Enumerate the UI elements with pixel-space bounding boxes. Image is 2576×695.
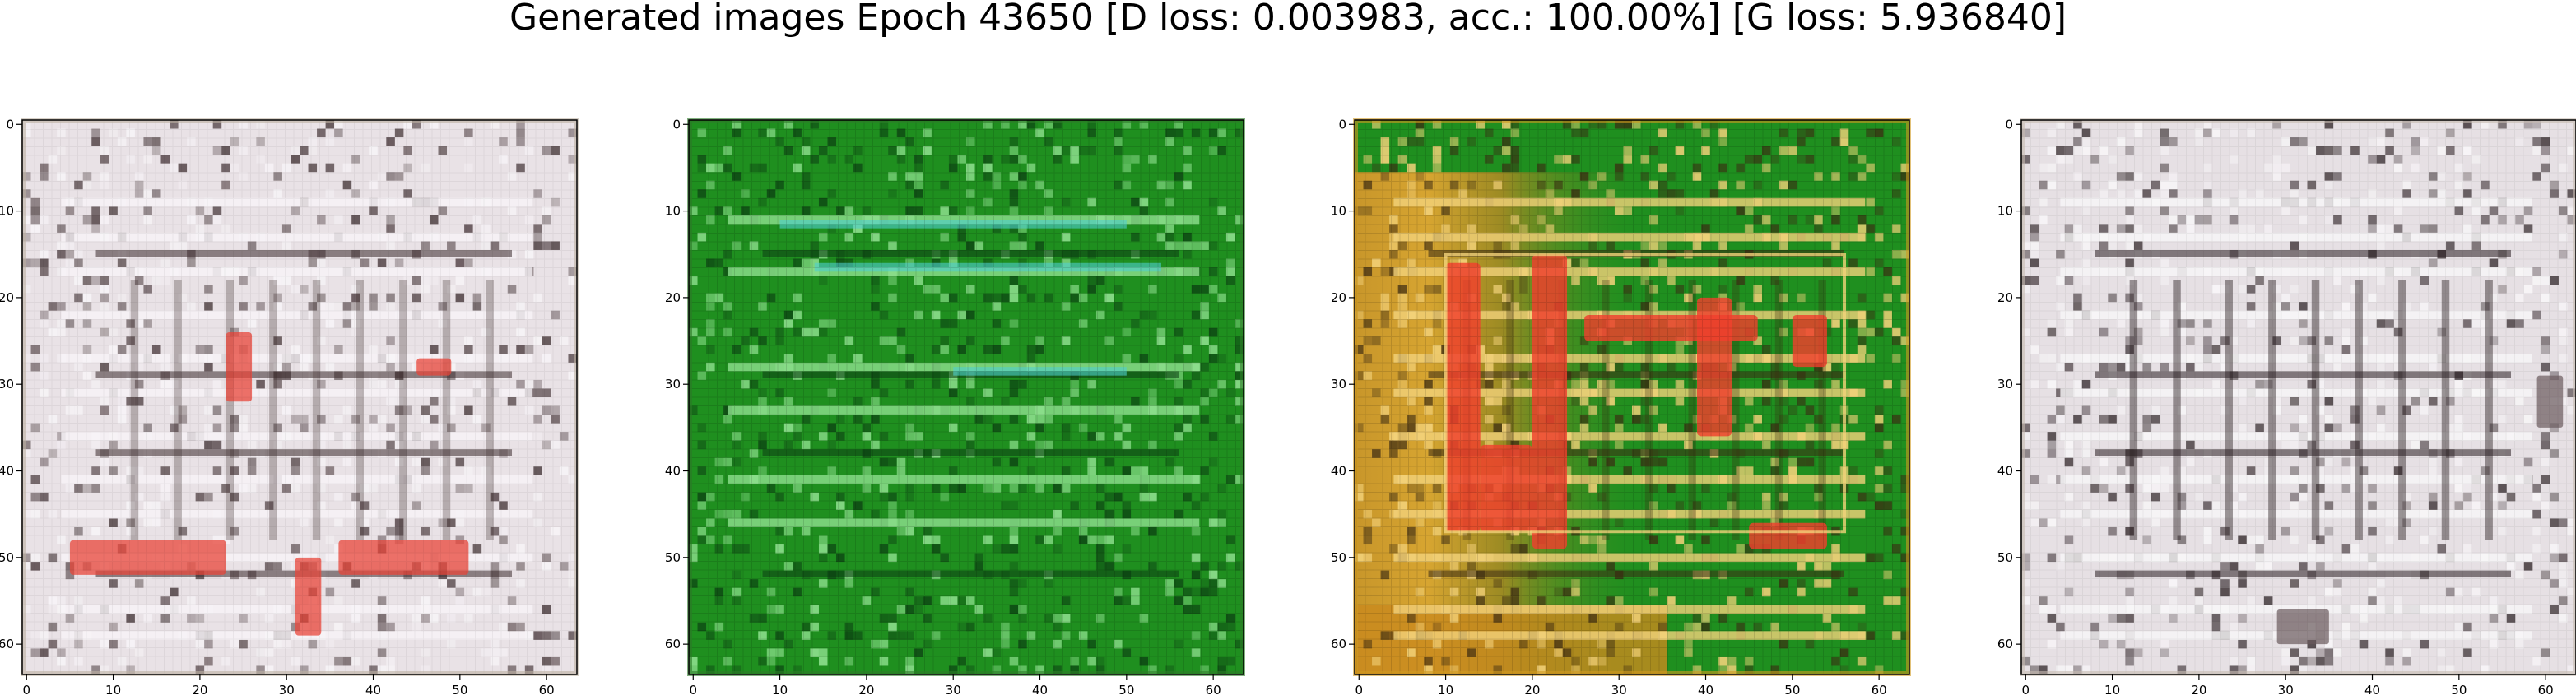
x-tick-label: 60 bbox=[2538, 683, 2554, 695]
image-pixel-grid bbox=[2021, 120, 2576, 674]
x-tick-label: 50 bbox=[2451, 683, 2467, 695]
y-tick-label: 10 bbox=[665, 204, 681, 219]
y-tick-label: 20 bbox=[1331, 290, 1346, 305]
y-tick-label: 50 bbox=[0, 550, 14, 565]
y-tick-label: 60 bbox=[0, 637, 14, 651]
x-tick-label: 0 bbox=[22, 683, 30, 695]
y-tick-label: 60 bbox=[1331, 637, 1346, 651]
y-tick-label: 10 bbox=[1997, 204, 2013, 219]
y-tick-label: 60 bbox=[1997, 637, 2013, 651]
x-tick-label: 40 bbox=[1032, 683, 1048, 695]
y-tick-label: 30 bbox=[1331, 377, 1346, 392]
y-tick-label: 40 bbox=[1331, 464, 1346, 479]
y-tick-label: 20 bbox=[665, 290, 681, 305]
image-panel-1: 0 10 20 30 40 50 60 0 10 20 30 40 50 60 bbox=[0, 117, 577, 695]
y-tick-label: 30 bbox=[0, 377, 14, 392]
image-panel-4: 0 10 20 30 40 50 60 0 10 20 30 40 50 60 bbox=[1997, 117, 2576, 695]
x-tick-label: 60 bbox=[539, 683, 555, 695]
y-tick-label: 50 bbox=[1997, 550, 2013, 565]
x-tick-label: 10 bbox=[105, 683, 121, 695]
x-tick-label: 30 bbox=[279, 683, 295, 695]
x-tick-label: 20 bbox=[1524, 683, 1540, 695]
y-tick-label: 20 bbox=[0, 290, 14, 305]
y-tick-label: 0 bbox=[1338, 117, 1346, 132]
x-tick-label: 20 bbox=[192, 683, 207, 695]
y-tick-label: 30 bbox=[665, 377, 681, 392]
x-tick-label: 30 bbox=[2278, 683, 2294, 695]
x-tick-label: 60 bbox=[1872, 683, 1887, 695]
image-pixel-grid bbox=[689, 120, 1244, 674]
y-tick-label: 0 bbox=[672, 117, 681, 132]
y-tick-label: 10 bbox=[1331, 204, 1346, 219]
image-pixel-grid bbox=[1355, 120, 1909, 674]
x-tick-label: 30 bbox=[1611, 683, 1627, 695]
y-tick-label: 0 bbox=[2005, 117, 2013, 132]
image-pixel-grid bbox=[22, 120, 577, 674]
x-tick-label: 60 bbox=[1206, 683, 1221, 695]
y-tick-label: 40 bbox=[665, 464, 681, 479]
y-tick-label: 30 bbox=[1997, 377, 2013, 392]
x-tick-label: 0 bbox=[689, 683, 697, 695]
y-tick-label: 10 bbox=[0, 204, 14, 219]
x-tick-label: 20 bbox=[2191, 683, 2206, 695]
y-tick-label: 60 bbox=[665, 637, 681, 651]
x-tick-label: 40 bbox=[365, 683, 381, 695]
image-panel-3: 0 10 20 30 40 50 60 0 10 20 30 40 50 60 bbox=[1331, 117, 1909, 695]
x-tick-label: 30 bbox=[946, 683, 961, 695]
x-tick-label: 0 bbox=[2021, 683, 2030, 695]
x-tick-label: 0 bbox=[1355, 683, 1363, 695]
y-tick-label: 0 bbox=[6, 117, 14, 132]
x-tick-label: 10 bbox=[2104, 683, 2120, 695]
y-tick-label: 40 bbox=[1997, 464, 2013, 479]
x-tick-label: 10 bbox=[1438, 683, 1453, 695]
x-tick-label: 10 bbox=[772, 683, 788, 695]
y-tick-label: 40 bbox=[0, 464, 14, 479]
x-tick-label: 50 bbox=[1784, 683, 1800, 695]
y-tick-label: 20 bbox=[1997, 290, 2013, 305]
x-tick-label: 50 bbox=[1118, 683, 1134, 695]
image-panel-2: 0 10 20 30 40 50 60 0 10 20 30 40 50 60 bbox=[665, 117, 1244, 695]
y-tick-label: 50 bbox=[665, 550, 681, 565]
x-tick-label: 20 bbox=[858, 683, 874, 695]
x-tick-label: 40 bbox=[2364, 683, 2380, 695]
x-tick-label: 50 bbox=[452, 683, 467, 695]
y-tick-label: 50 bbox=[1331, 550, 1346, 565]
x-tick-label: 40 bbox=[1698, 683, 1713, 695]
